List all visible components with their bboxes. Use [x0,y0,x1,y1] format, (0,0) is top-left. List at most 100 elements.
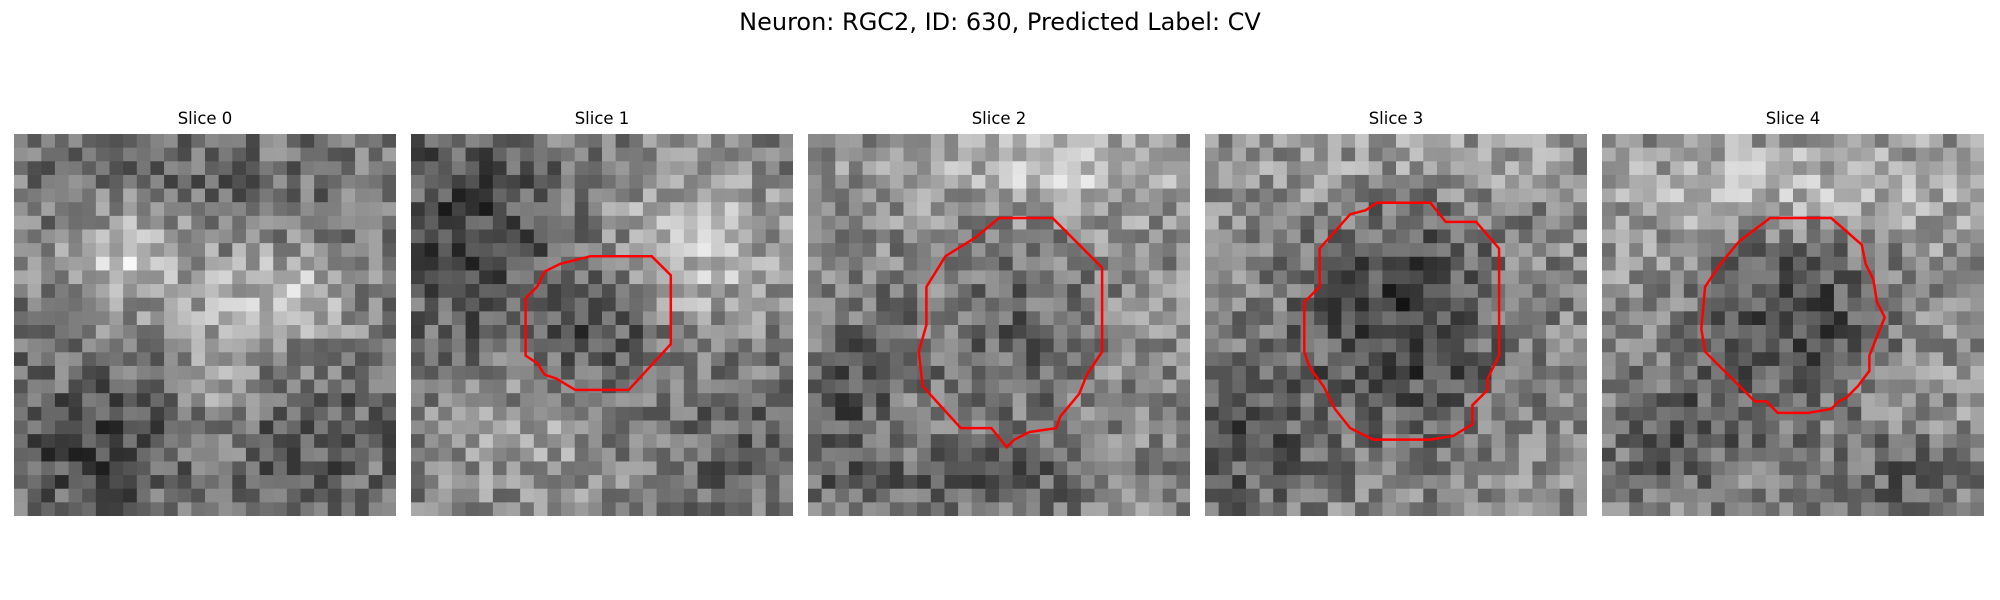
pixel [752,174,767,190]
pixel [109,134,124,149]
pixel [1697,434,1712,449]
pixel [1259,134,1274,149]
pixel [300,475,315,490]
pixel [876,502,891,516]
pixel [1327,284,1343,299]
pixel [1341,147,1356,162]
pixel [602,147,617,162]
pixel [1355,215,1370,231]
pixel [68,297,83,312]
pixel [1970,393,1984,408]
pixel [1765,297,1780,312]
pixel [300,420,315,435]
pixel [1286,311,1302,326]
pixel [177,352,192,367]
pixel [286,461,302,476]
pixel [411,243,426,258]
pixel [1108,338,1123,353]
pixel [82,338,97,353]
pixel [629,215,644,231]
pixel [1259,406,1274,422]
pixel [533,379,549,394]
pixel [958,365,973,381]
pixel [1121,256,1137,272]
pixel [54,434,70,449]
pixel [1273,365,1288,381]
pixel [109,338,124,353]
pixel [574,161,589,176]
pixel [191,434,206,449]
pixel [205,461,220,476]
pixel [1532,338,1547,353]
pixel [1135,325,1150,340]
pixel [123,352,138,367]
pixel [14,488,29,503]
pixel [1793,365,1808,381]
pixel [1218,174,1233,190]
pixel [1162,352,1177,367]
pixel [411,325,426,340]
pixel [1532,284,1547,299]
pixel [492,284,508,299]
pixel [697,188,712,203]
pixel [1874,365,1890,381]
pixel [602,229,617,244]
pixel [259,325,274,340]
pixel [245,284,261,299]
pixel [27,475,42,490]
pixel [1382,134,1397,149]
pixel [602,502,617,516]
pixel [314,352,329,367]
pixel [1861,475,1876,490]
pixel [14,325,29,340]
pixel [136,147,152,162]
pixel [259,461,274,476]
pixel [136,338,152,353]
pixel [286,243,302,258]
pixel [1396,215,1411,231]
pixel [1012,297,1027,312]
pixel [1738,461,1753,476]
pixel [711,379,726,394]
pixel [1970,134,1984,149]
pixel [670,188,685,203]
pixel [1752,434,1767,449]
pixel [533,161,549,176]
pixel [368,461,383,476]
pixel [1491,134,1506,149]
pixel [41,256,56,272]
pixel [1409,461,1424,476]
pixel [738,461,753,476]
pixel [1711,379,1726,394]
pixel [1970,338,1984,353]
pixel [1094,215,1109,231]
pixel [1205,434,1220,449]
pixel [411,270,426,285]
pixel [465,202,480,217]
pixel [1615,147,1630,162]
pixel [779,134,793,149]
pixel [1793,311,1808,326]
pixel [1861,297,1876,312]
pixel [615,229,630,244]
pixel [1259,229,1274,244]
pixel [109,215,124,231]
pixel [327,434,343,449]
pixel [711,243,726,258]
pixel [683,284,699,299]
pixel [1752,502,1767,516]
pixel [985,352,1000,367]
pixel [1149,202,1164,217]
pixel [95,365,111,381]
pixel [1683,202,1699,217]
pixel [218,488,233,503]
pixel [1615,202,1630,217]
pixel [232,325,247,340]
pixel [752,338,767,353]
pixel [738,297,753,312]
pixel [451,256,467,272]
pixel [944,134,959,149]
pixel [683,475,699,490]
pixel [711,434,726,449]
pixel [752,461,767,476]
